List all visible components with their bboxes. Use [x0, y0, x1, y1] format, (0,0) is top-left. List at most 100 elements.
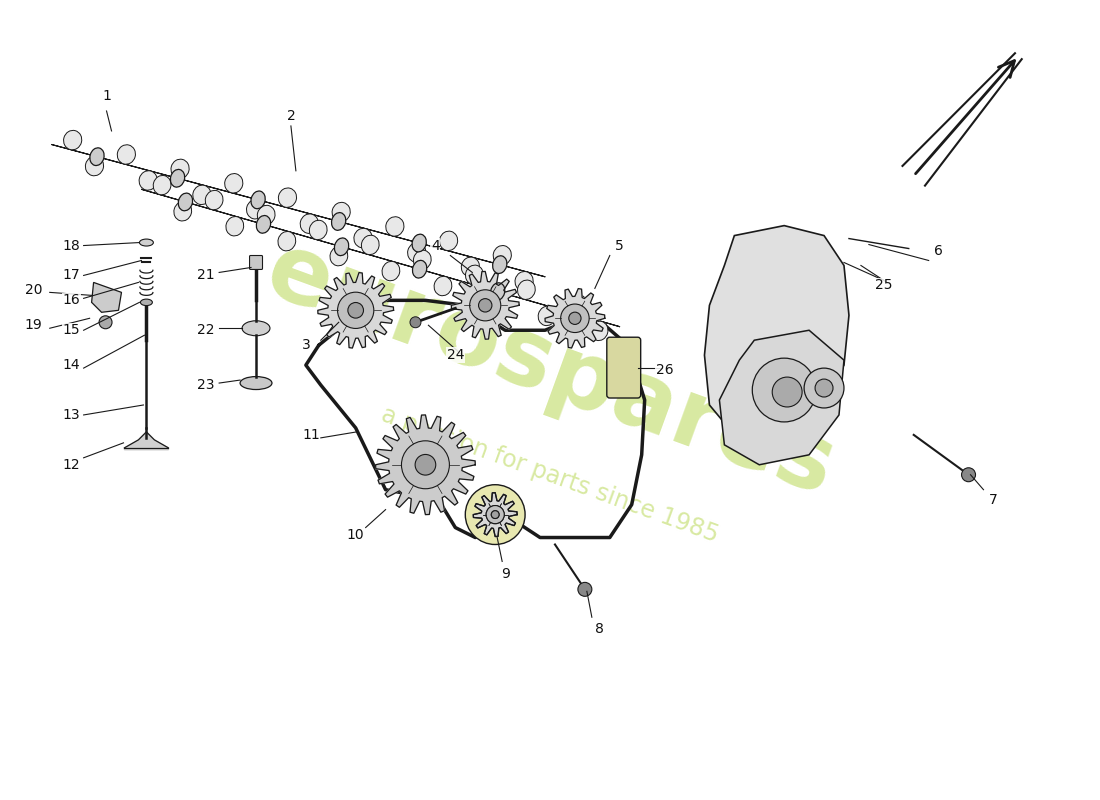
Ellipse shape — [362, 235, 380, 254]
Ellipse shape — [153, 175, 170, 195]
Ellipse shape — [408, 242, 426, 262]
Circle shape — [415, 454, 436, 475]
Text: 6: 6 — [934, 243, 943, 258]
Ellipse shape — [170, 159, 189, 178]
Text: 24: 24 — [447, 348, 464, 362]
Ellipse shape — [257, 206, 275, 225]
Circle shape — [486, 506, 504, 524]
Ellipse shape — [461, 257, 480, 277]
Ellipse shape — [331, 213, 345, 230]
Ellipse shape — [64, 130, 81, 150]
Ellipse shape — [278, 231, 296, 251]
Text: 10: 10 — [346, 527, 364, 542]
Ellipse shape — [334, 238, 349, 256]
Circle shape — [772, 377, 802, 407]
Ellipse shape — [570, 295, 587, 314]
Ellipse shape — [178, 193, 192, 210]
Ellipse shape — [414, 250, 431, 270]
Circle shape — [465, 485, 525, 545]
Text: 16: 16 — [63, 294, 80, 307]
Ellipse shape — [354, 228, 372, 248]
Text: 2: 2 — [286, 109, 295, 123]
Ellipse shape — [493, 256, 507, 274]
Ellipse shape — [174, 202, 191, 221]
Text: 18: 18 — [63, 238, 80, 253]
Ellipse shape — [141, 299, 153, 306]
Ellipse shape — [330, 246, 348, 266]
Ellipse shape — [493, 246, 512, 265]
Ellipse shape — [246, 199, 265, 219]
Text: a passion for parts since 1985: a passion for parts since 1985 — [378, 402, 722, 547]
Ellipse shape — [90, 148, 104, 166]
Ellipse shape — [591, 321, 608, 341]
Circle shape — [578, 582, 592, 596]
Text: 25: 25 — [876, 278, 892, 292]
Ellipse shape — [251, 191, 265, 209]
Circle shape — [410, 317, 421, 328]
Ellipse shape — [242, 321, 270, 336]
Ellipse shape — [224, 174, 243, 193]
FancyBboxPatch shape — [250, 255, 263, 270]
Text: 11: 11 — [302, 428, 320, 442]
Text: 7: 7 — [989, 493, 998, 506]
Text: 3: 3 — [301, 338, 310, 352]
Circle shape — [492, 510, 499, 518]
Text: 20: 20 — [25, 283, 43, 298]
Ellipse shape — [382, 262, 399, 281]
Text: 4: 4 — [431, 238, 440, 253]
Polygon shape — [473, 493, 517, 537]
Text: 23: 23 — [197, 378, 215, 392]
Text: 9: 9 — [500, 567, 509, 582]
Circle shape — [99, 316, 112, 329]
Ellipse shape — [86, 156, 103, 176]
Polygon shape — [91, 282, 121, 312]
Ellipse shape — [206, 190, 223, 210]
Text: 8: 8 — [595, 622, 604, 636]
Ellipse shape — [538, 306, 556, 326]
Circle shape — [752, 358, 816, 422]
Polygon shape — [704, 226, 849, 435]
Ellipse shape — [386, 217, 404, 236]
Ellipse shape — [332, 202, 350, 222]
Polygon shape — [318, 273, 394, 348]
Polygon shape — [124, 432, 168, 450]
Ellipse shape — [465, 265, 483, 285]
Ellipse shape — [256, 215, 271, 233]
Polygon shape — [141, 190, 620, 326]
Text: 1: 1 — [102, 89, 111, 103]
Circle shape — [815, 379, 833, 397]
Circle shape — [486, 506, 504, 524]
Circle shape — [338, 292, 374, 329]
Text: 13: 13 — [63, 408, 80, 422]
Ellipse shape — [486, 291, 504, 310]
Text: 26: 26 — [656, 363, 673, 377]
Ellipse shape — [569, 306, 583, 323]
Text: 14: 14 — [63, 358, 80, 372]
Text: 22: 22 — [197, 323, 215, 338]
Text: 5: 5 — [615, 238, 624, 253]
Ellipse shape — [412, 234, 427, 252]
Ellipse shape — [515, 271, 534, 291]
Polygon shape — [52, 145, 546, 277]
Circle shape — [961, 468, 976, 482]
Text: eurospares: eurospares — [254, 225, 846, 515]
Text: 17: 17 — [63, 269, 80, 282]
Ellipse shape — [491, 282, 505, 301]
Ellipse shape — [434, 276, 452, 296]
Text: 12: 12 — [63, 458, 80, 472]
Polygon shape — [719, 330, 844, 465]
Circle shape — [561, 304, 590, 333]
Text: 21: 21 — [197, 269, 215, 282]
Ellipse shape — [240, 377, 272, 390]
FancyBboxPatch shape — [607, 338, 640, 398]
Ellipse shape — [517, 280, 536, 299]
Ellipse shape — [118, 145, 135, 164]
Ellipse shape — [226, 217, 244, 236]
Circle shape — [492, 510, 499, 518]
Circle shape — [569, 312, 581, 325]
Circle shape — [348, 302, 363, 318]
Polygon shape — [451, 271, 519, 339]
Ellipse shape — [440, 231, 458, 250]
Ellipse shape — [412, 260, 427, 278]
Ellipse shape — [170, 170, 185, 187]
